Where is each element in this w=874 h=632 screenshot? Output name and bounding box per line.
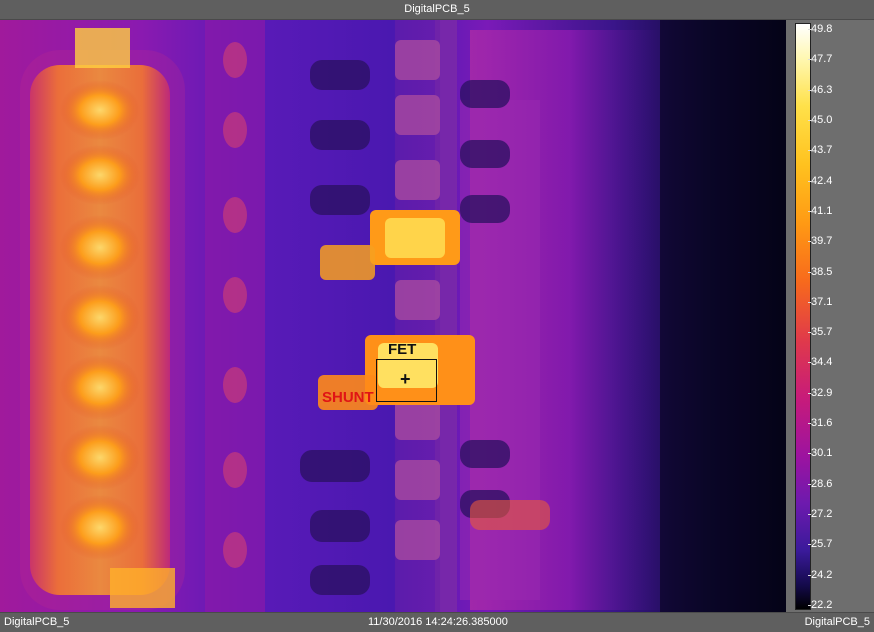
colorbar-tick-label: 43.7 (807, 144, 833, 157)
colorbar-tick-label: 41.1 (807, 204, 833, 217)
thermal-image[interactable]: + FET SHUNT (0, 20, 786, 612)
shunt-roi-label[interactable]: SHUNT (322, 389, 374, 406)
colorbar-tick-label: 34.4 (807, 356, 833, 369)
colorbar-ticks: 49.8 47.7 46.3 45.0 43.7 42.4 41.1 39.7 38.5 37.1… (807, 20, 871, 612)
colorbar-tick-label: 42.4 (807, 174, 833, 187)
colorbar-tick-label: 49.8 (807, 23, 833, 35)
status-file-name-right: DigitalPCB_5 (804, 616, 870, 628)
colorbar-tick-label: 47.7 (807, 53, 833, 66)
colorbar-tick-label: 28.6 (807, 477, 833, 490)
status-file-name: DigitalPCB_5 (4, 616, 70, 628)
temperature-colorbar (795, 23, 811, 610)
crosshair-icon: + (400, 369, 411, 389)
colorbar-tick-label: 37.1 (807, 295, 833, 308)
colorbar-tick-label: 31.6 (807, 417, 833, 430)
fet-roi-box[interactable] (376, 359, 437, 402)
colorbar-tick-label: 35.7 (807, 326, 833, 339)
status-bar: DigitalPCB_5 11/30/2016 14:24:26.385000 … (0, 612, 874, 632)
colorbar-tick-label: 30.1 (807, 447, 833, 460)
colorbar-tick-label: 45.0 (807, 113, 833, 126)
colorbar-tick-label: 24.2 (807, 568, 833, 581)
colorbar-tick-label: 46.3 (807, 83, 833, 96)
status-timestamp: 11/30/2016 14:24:26.385000 (368, 616, 508, 628)
colorbar-tick-label: 27.2 (807, 508, 833, 521)
colorbar-tick-label: 25.7 (807, 538, 833, 551)
colorbar-tick-label: 22.2 (807, 599, 833, 611)
window-title: DigitalPCB_5 (0, 0, 874, 20)
colorbar-tick-label: 39.7 (807, 235, 833, 248)
fet-roi-label[interactable]: FET (388, 341, 417, 358)
colorbar-tick-label: 32.9 (807, 386, 833, 399)
thermal-image-canvas (0, 20, 786, 612)
colorbar-tick-label: 38.5 (807, 265, 833, 278)
